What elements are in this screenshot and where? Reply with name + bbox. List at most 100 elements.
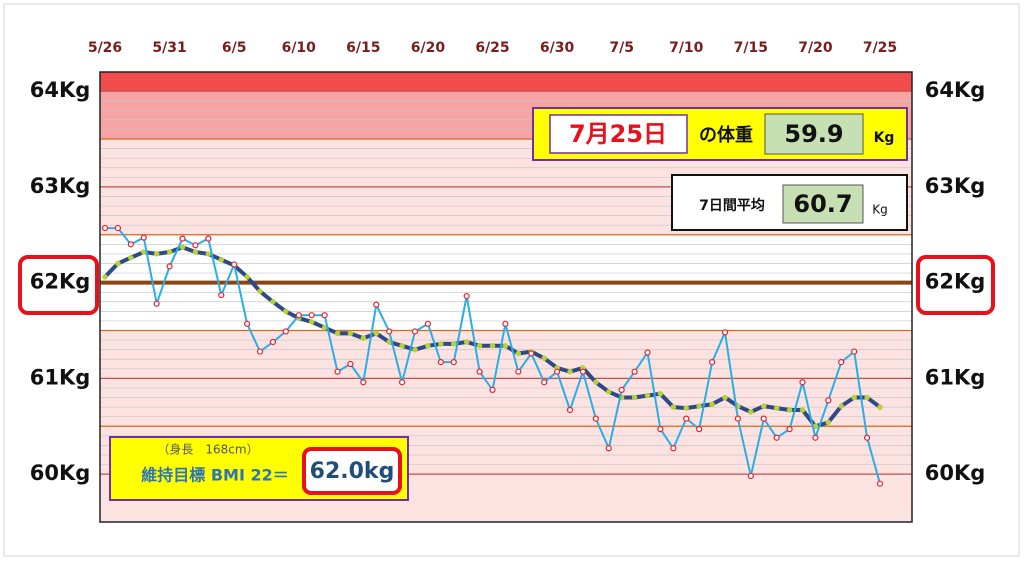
data-point bbox=[412, 346, 418, 353]
data-point bbox=[760, 415, 767, 422]
data-point bbox=[438, 341, 444, 347]
data-point bbox=[321, 312, 328, 319]
data-point bbox=[748, 409, 754, 415]
data-point bbox=[179, 244, 186, 250]
value-box bbox=[764, 113, 864, 155]
y-tick-label: 64Kg bbox=[925, 78, 986, 102]
data-point bbox=[192, 249, 199, 255]
y-tick-label: 61Kg bbox=[925, 365, 986, 389]
data-point bbox=[864, 394, 870, 401]
data-point bbox=[734, 415, 742, 422]
unit: Kg bbox=[872, 203, 888, 217]
data-point bbox=[115, 260, 121, 267]
date: 7月25日 bbox=[569, 120, 667, 148]
data-point bbox=[592, 415, 599, 422]
data-point bbox=[708, 359, 716, 366]
x-tick-label: 6/30 bbox=[540, 40, 575, 56]
data-point bbox=[825, 419, 832, 426]
y-tick-label: 64Kg bbox=[30, 78, 91, 102]
data-point bbox=[773, 405, 780, 411]
data-point bbox=[541, 379, 548, 386]
data-point bbox=[398, 379, 406, 386]
data-point bbox=[283, 308, 289, 315]
data-point bbox=[334, 368, 341, 375]
data-point bbox=[566, 406, 574, 414]
highlight-box bbox=[18, 255, 99, 315]
data-point bbox=[657, 390, 664, 397]
data-point bbox=[231, 261, 238, 268]
data-point bbox=[450, 359, 457, 366]
y-tick-label: 62Kg bbox=[925, 270, 986, 294]
data-point bbox=[243, 320, 251, 327]
data-point bbox=[257, 288, 263, 295]
data-point bbox=[747, 472, 754, 480]
x-tick-label: 7/25 bbox=[863, 40, 897, 56]
data-point bbox=[657, 426, 664, 433]
data-point bbox=[269, 338, 277, 346]
data-point bbox=[670, 445, 677, 452]
data-point bbox=[166, 263, 173, 270]
value-box bbox=[782, 184, 864, 224]
data-point bbox=[786, 426, 793, 433]
x-tick-label: 7/20 bbox=[798, 40, 833, 56]
data-point bbox=[127, 241, 134, 248]
label: 7日間平均 bbox=[699, 197, 765, 214]
y-tick-label: 62Kg bbox=[30, 270, 91, 294]
data-point bbox=[606, 389, 612, 395]
date-box bbox=[549, 114, 688, 154]
data-point bbox=[425, 343, 431, 349]
data-point bbox=[270, 299, 276, 305]
goal-box bbox=[302, 447, 402, 495]
x-tick-label: 6/25 bbox=[475, 40, 509, 56]
overlay: 7月25日 の体重 59.9 Kg 7日間平均 60.7 Kg （身長 168c… bbox=[18, 107, 995, 501]
data-point bbox=[463, 339, 470, 345]
x-tick-label: 5/26 bbox=[88, 40, 122, 56]
data-point bbox=[799, 407, 806, 413]
data-point bbox=[476, 343, 483, 349]
x-tick-label: 6/10 bbox=[282, 40, 317, 56]
data-point bbox=[205, 251, 212, 257]
data-point bbox=[683, 415, 690, 422]
data-point bbox=[476, 368, 483, 375]
data-point bbox=[567, 368, 573, 375]
data-point bbox=[218, 291, 225, 299]
data-point bbox=[334, 330, 341, 337]
x-tick-label: 6/15 bbox=[346, 40, 380, 56]
x-tick-label: 7/10 bbox=[669, 40, 704, 56]
data-point bbox=[644, 392, 651, 399]
data-point bbox=[825, 397, 832, 404]
data-point bbox=[153, 251, 160, 257]
data-point bbox=[644, 349, 651, 356]
data-point bbox=[721, 329, 729, 336]
data-point bbox=[489, 343, 496, 349]
x-tick-label: 7/15 bbox=[734, 40, 768, 56]
data-point bbox=[347, 330, 354, 337]
data-point bbox=[670, 404, 677, 410]
data-point bbox=[863, 434, 871, 441]
y-tick-label: 63Kg bbox=[925, 174, 986, 198]
data-point bbox=[373, 330, 379, 337]
y-tick-label: 60Kg bbox=[925, 461, 986, 485]
plot-border bbox=[99, 71, 913, 523]
data-point bbox=[114, 224, 122, 232]
data-point bbox=[722, 394, 728, 401]
data-point bbox=[451, 341, 457, 347]
data-point bbox=[360, 379, 367, 386]
data-point bbox=[579, 368, 587, 375]
data-point bbox=[179, 235, 186, 242]
data-point bbox=[683, 405, 689, 411]
data-point bbox=[308, 319, 315, 325]
data-point bbox=[838, 359, 845, 366]
band bbox=[100, 72, 912, 92]
data-point bbox=[140, 234, 147, 241]
data-point bbox=[437, 359, 444, 366]
data-point bbox=[709, 401, 715, 407]
data-point bbox=[773, 434, 780, 441]
data-point bbox=[347, 360, 354, 368]
data-point bbox=[593, 379, 599, 385]
data-point bbox=[153, 300, 160, 307]
y-tick-label: 63Kg bbox=[30, 174, 91, 198]
data-point bbox=[799, 379, 806, 386]
data-point bbox=[541, 355, 547, 362]
